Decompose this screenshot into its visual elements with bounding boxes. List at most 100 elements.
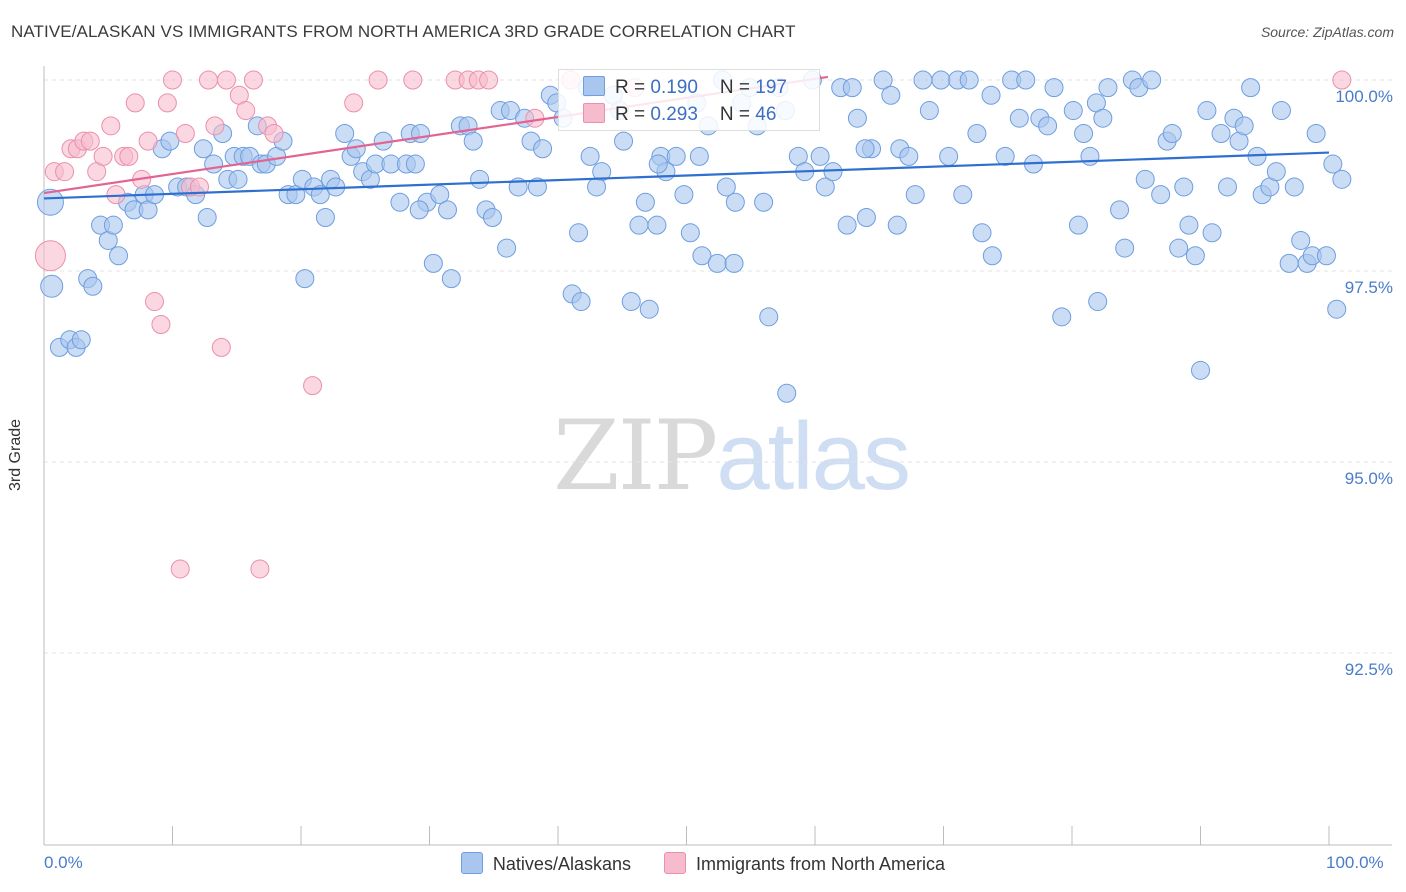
data-point-natives [36,188,64,216]
data-point-natives [899,146,919,166]
data-point-natives [1241,78,1261,98]
data-point-natives [1098,78,1118,98]
data-point-natives [109,246,129,266]
data-point-natives [639,299,659,319]
data-point-natives [614,131,634,151]
data-point-natives [390,192,410,212]
data-point-natives [310,185,330,205]
data-point-natives [1332,169,1352,189]
data-point-immigrants [157,93,177,113]
y-tick-label-92-5: 92.5% [1344,660,1393,679]
data-point-natives [629,215,649,235]
data-point-natives [569,223,589,243]
data-point-natives [1135,169,1155,189]
data-point-natives [1151,185,1171,205]
data-point-natives [409,200,429,220]
legend-item-natives[interactable]: Natives/Alaskans [460,852,631,875]
data-point-natives [470,169,490,189]
data-point-natives [810,146,830,166]
data-point-natives [913,70,933,90]
data-point-immigrants [175,123,195,143]
data-point-natives [405,154,425,174]
data-point-immigrants [34,240,66,272]
data-point-natives [873,70,893,90]
data-point-natives [648,154,668,174]
data-point-natives [295,269,315,289]
legend-item-immigrants[interactable]: Immigrants from North America [664,852,945,875]
data-point-natives [315,208,335,228]
data-point-natives [905,185,925,205]
data-point-immigrants [250,559,270,579]
source-label: Source: ZipAtlas.com [1260,24,1394,40]
series-immigrants-points [34,70,1352,579]
data-point-immigrants [189,177,209,197]
data-point-natives [856,208,876,228]
data-point-natives [40,274,64,298]
watermark-atlas: atlas [716,403,911,510]
data-point-immigrants [80,131,100,151]
data-point-natives [1068,215,1088,235]
legend-row-natives: R = 0.190 N = 197 [583,76,787,99]
data-point-immigrants [403,70,423,90]
watermark-zip: ZIP [553,400,718,512]
data-point-natives [1016,70,1036,90]
data-point-immigrants [525,108,545,128]
data-point-natives [411,123,431,143]
data-point-natives [423,253,443,273]
data-point-natives [497,238,517,258]
series-legend: Natives/Alaskans Immigrants from North A… [0,852,1406,875]
data-point-natives [463,131,483,151]
data-point-immigrants [198,70,218,90]
data-point-natives [1009,108,1029,128]
legend-swatch-blue [583,76,605,96]
legend-r-value: 0.293 [650,104,698,125]
data-point-natives [666,146,686,166]
data-point-natives [981,85,1001,105]
data-point-natives [887,215,907,235]
data-point-natives [1038,116,1058,136]
data-point-natives [1197,101,1217,121]
data-point-natives [83,276,103,296]
data-point-natives [1074,123,1094,143]
data-point-natives [754,192,774,212]
data-point-natives [759,307,779,327]
data-point-natives [1044,78,1064,98]
data-point-natives [1327,299,1347,319]
data-point-natives [689,146,709,166]
legend-swatch-immigrants [664,852,686,874]
data-point-immigrants [145,292,165,312]
data-point-natives [430,185,450,205]
data-point-natives [587,177,607,197]
data-point-natives [972,223,992,243]
data-point-natives [1115,238,1135,258]
legend-r-label: R = [615,77,651,98]
chart-title: NATIVE/ALASKAN VS IMMIGRANTS FROM NORTH … [11,22,796,41]
data-point-immigrants [479,70,499,90]
data-point-natives [837,215,857,235]
legend-label-natives: Natives/Alaskans [492,854,631,874]
data-point-natives [533,139,553,159]
data-point-natives [967,123,987,143]
y-axis-label: 3rd Grade [7,418,24,492]
data-point-natives [725,192,745,212]
legend-n-value: 46 [755,104,777,125]
data-point-immigrants [211,337,231,357]
legend-n-label: N = [719,104,756,125]
data-point-natives [855,139,875,159]
data-point-natives [1271,101,1291,121]
data-point-immigrants [216,70,236,90]
data-point-natives [919,101,939,121]
data-point-natives [680,223,700,243]
data-point-natives [103,215,123,235]
data-point-natives [1174,177,1194,197]
data-point-natives [71,330,91,350]
data-point-natives [335,123,355,143]
data-point-immigrants [236,101,256,121]
data-point-natives [1323,154,1343,174]
data-point-natives [959,70,979,90]
data-point-immigrants [368,70,388,90]
data-point-immigrants [163,70,182,90]
legend-swatch-pink [583,103,605,123]
legend-row-immigrants: R = 0.293 N = 46 [583,103,776,126]
